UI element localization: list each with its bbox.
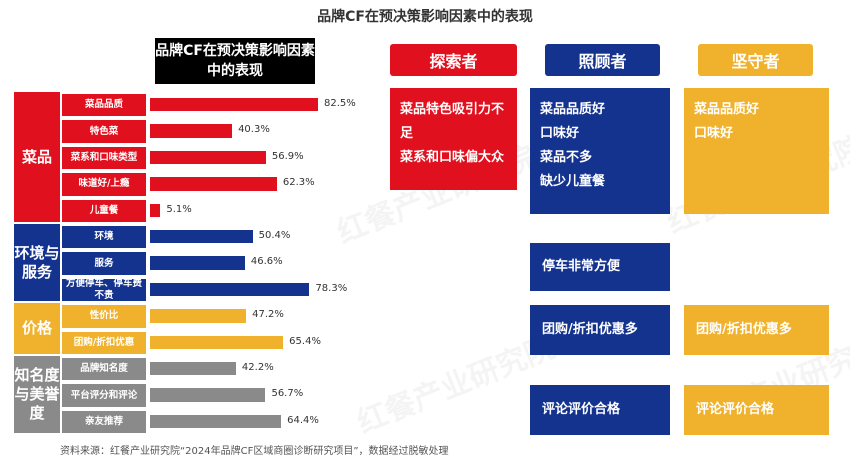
bar-value-label: 42.2% [241,362,274,373]
persona-box-line: 团购/折扣优惠多 [696,322,792,337]
persona-box-line: 菜品特色吸引力不足 [400,102,505,141]
persona-box-line: 停车非常方便 [542,259,621,274]
persona-box-line: 口味好 [540,126,580,141]
persona-box-line: 评论评价合格 [542,402,621,417]
bar-value-label: 64.4% [287,414,319,426]
bar [150,203,161,217]
category-price: 价格 [14,303,60,354]
bar-value-label: 5.1% [166,203,192,215]
persona-box-line: 评论评价合格 [696,402,775,417]
bar-value-label: 62.3% [282,177,315,189]
persona-box: 菜品品质好口味好菜品不多缺少儿童餐 [530,88,670,214]
factor-label: 儿童餐 [62,199,146,222]
bar-value-label: 47.2% [252,309,284,321]
persona-box-line: 菜品品质好 [540,102,606,117]
persona-box-line: 菜品品质好 [694,102,760,117]
bar [150,150,266,165]
persona-box: 团购/折扣优惠多 [530,305,670,355]
persona-box-line: 菜品不多 [540,150,593,165]
factor-label: 菜品品质 [62,94,146,117]
bar-value-label: 82.5% [324,98,356,109]
bar [150,309,247,323]
factor-label: 亲友推荐 [62,410,146,434]
bar-value-label: 40.3% [238,124,270,136]
category-cuisine: 菜品 [14,92,60,222]
factor-label: 品牌知名度 [62,358,146,381]
persona-box: 评论评价合格 [530,385,670,435]
persona-box: 团购/折扣优惠多 [684,305,829,355]
persona-box-line: 菜系和口味偏大众 [400,150,505,165]
factor-label: 服务 [62,252,146,275]
bar-value-label: 56.7% [271,388,304,400]
category-reputation: 知名度与美誉度 [14,356,60,434]
bar [150,230,253,244]
factor-label: 平台评分和评论 [62,384,146,407]
factor-label: 方便停车、停车费不贵 [62,278,146,302]
chart-header: 品牌CF在预决策影响因素中的表现 [155,38,315,84]
bar [150,124,233,138]
factor-label: 团购/折扣优惠 [62,331,146,354]
persona-box: 菜品品质好 口味好 [684,88,829,214]
factor-label: 菜系和口味类型 [62,146,146,170]
persona-box-line: 口味好 [694,126,734,141]
persona-explorer-header: 探索者 [390,44,517,76]
source-note: 资料来源：红餐产业研究院“2024年品牌CF区域商圈诊断研究项目”，数据经过脱敏… [60,446,449,457]
persona-box-line: 团购/折扣优惠多 [542,322,638,337]
bar [150,362,236,376]
category-environment-service: 环境与服务 [14,224,60,302]
persona-loyalist-header: 坚守者 [698,44,813,76]
bar [150,98,318,112]
factor-label: 味道好/上瘾 [62,173,146,196]
watermark: 红餐产业研究院 [349,322,560,441]
bar-value-label: 65.4% [289,335,321,347]
persona-box: 评论评价合格 [684,385,829,435]
bar-value-label: 78.3% [315,282,348,294]
factor-label: 环境 [62,226,146,249]
bar-value-label: 46.6% [250,256,283,268]
bar [150,256,245,270]
bar [150,282,310,297]
bar [150,335,284,349]
bar [150,388,266,402]
page-title: 品牌CF在预决策影响因素中的表现 [317,9,533,25]
persona-box: 停车非常方便 [530,243,670,291]
factor-label: 特色菜 [62,120,146,143]
bar [150,177,277,191]
bar-value-label: 56.9% [271,150,304,162]
persona-caregiver-header: 照顾者 [545,44,660,76]
bar-value-label: 50.4% [258,230,291,241]
factor-label: 性价比 [62,305,146,328]
bar [150,414,282,429]
persona-box: 菜品特色吸引力不足菜系和口味偏大众 [390,88,517,190]
persona-box-line: 缺少儿童餐 [540,174,606,189]
